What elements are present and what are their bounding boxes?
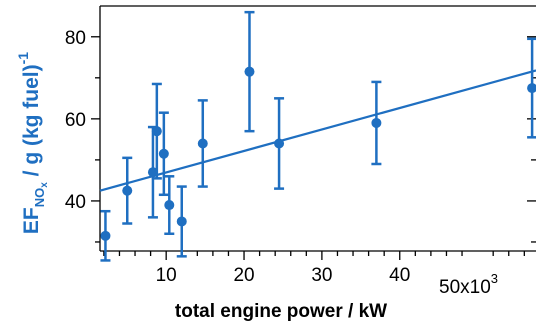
y-label-middle: / g (kg fuel) bbox=[20, 64, 43, 182]
y-tick-label: 80 bbox=[65, 28, 86, 49]
y-label-prefix: EF bbox=[20, 207, 43, 234]
x-multiplier-exponent: 3 bbox=[491, 271, 498, 286]
x-tick-label: 30 bbox=[311, 265, 332, 286]
data-point bbox=[151, 126, 162, 137]
x-tick-label: 10 bbox=[156, 265, 177, 286]
data-point bbox=[164, 200, 175, 211]
data-point bbox=[197, 138, 208, 149]
data-point bbox=[147, 167, 158, 178]
y-tick-label: 60 bbox=[65, 110, 86, 131]
x-tick-label: 20 bbox=[233, 265, 254, 286]
fit-line bbox=[99, 69, 536, 192]
y-axis-label: EFNOx / g (kg fuel)-1 bbox=[15, 52, 50, 234]
data-point bbox=[100, 230, 111, 241]
y-axis-label-group: EFNOx / g (kg fuel)-1 bbox=[15, 52, 50, 234]
data-point bbox=[176, 216, 187, 227]
plot-area: 40 60 80 10 20 30 40 bbox=[65, 5, 536, 286]
data-point bbox=[158, 148, 169, 159]
data-point bbox=[244, 66, 255, 77]
x-tick-label: 40 bbox=[389, 265, 410, 286]
x-multiplier-label: 50x103 bbox=[439, 271, 498, 298]
data-point bbox=[274, 138, 285, 149]
data-point bbox=[122, 185, 133, 196]
y-label-subsub: x bbox=[39, 182, 50, 188]
data-point bbox=[371, 117, 382, 128]
x-multiplier-base: 50x10 bbox=[439, 277, 491, 298]
y-tick-label: 40 bbox=[65, 192, 86, 213]
y-label-subscript: NO bbox=[32, 188, 47, 208]
data-point bbox=[527, 83, 536, 94]
y-label-superscript: -1 bbox=[15, 52, 31, 65]
x-axis-label: total engine power / kW bbox=[175, 301, 387, 322]
